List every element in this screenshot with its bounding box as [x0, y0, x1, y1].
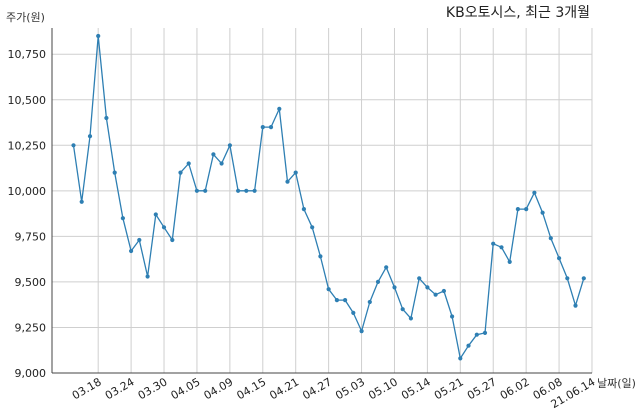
data-point	[400, 307, 405, 312]
data-point	[557, 256, 562, 261]
data-point	[104, 115, 109, 121]
data-point	[524, 207, 529, 212]
axes	[51, 28, 592, 374]
data-point	[375, 279, 381, 284]
data-point	[227, 143, 232, 148]
x-tick-label: 03.18	[70, 375, 104, 402]
data-point	[285, 179, 290, 184]
data-point	[491, 241, 496, 246]
data-point	[293, 170, 298, 175]
data-point	[507, 259, 512, 264]
x-tick-label: 04.09	[202, 375, 236, 402]
data-point	[458, 356, 463, 361]
y-tick-label: 10,750	[8, 48, 47, 61]
data-point	[79, 199, 84, 204]
data-point	[540, 210, 545, 215]
data-point	[252, 188, 257, 193]
data-point	[548, 236, 553, 241]
data-point	[219, 161, 224, 166]
y-tick-label: 9,000	[15, 367, 47, 380]
data-point	[326, 287, 331, 292]
x-tick-label: 04.21	[267, 375, 301, 402]
data-point	[392, 285, 397, 290]
y-axis-label: 주가(원)	[6, 11, 45, 24]
data-point	[334, 298, 339, 303]
data-point	[318, 254, 323, 259]
data-point	[260, 125, 265, 130]
y-tick-label: 9,500	[15, 276, 47, 289]
x-tick-label: 05.03	[333, 375, 367, 402]
y-ticks: 9,000 9,250 9,500 9,750 10,000 10,250 10,500 10…	[8, 48, 47, 380]
data-point	[244, 188, 249, 193]
x-tick-label: 03.30	[136, 375, 170, 402]
data-point	[466, 343, 471, 348]
y-tick-label: 9,250	[15, 321, 47, 334]
data-point	[573, 303, 578, 308]
x-axis-label: 날짜(일)	[597, 376, 636, 390]
data-point	[310, 225, 315, 230]
data-point	[343, 298, 348, 303]
x-tick-label: 05.27	[465, 375, 499, 402]
data-point	[120, 216, 125, 221]
data-point	[408, 316, 413, 321]
x-tick-label: 05.14	[399, 375, 433, 402]
data-point	[359, 329, 364, 334]
data-point	[145, 274, 150, 279]
data-point	[96, 33, 101, 39]
data-point	[178, 170, 183, 175]
data-point	[112, 170, 117, 175]
data-point	[211, 152, 216, 157]
data-point	[194, 188, 199, 193]
data-point	[474, 332, 479, 337]
data-point	[71, 143, 76, 148]
y-tick-label: 9,750	[15, 230, 47, 243]
data-point	[87, 134, 93, 139]
data-point	[161, 225, 167, 230]
data-point	[170, 237, 175, 243]
data-point	[277, 106, 282, 111]
series-price	[71, 33, 586, 361]
x-tick-label: 05.10	[366, 375, 400, 402]
data-point	[450, 314, 455, 319]
data-point	[384, 265, 389, 270]
data-point	[515, 207, 521, 212]
data-point	[137, 237, 142, 243]
grid	[52, 28, 593, 373]
y-tick-label: 10,500	[8, 94, 47, 107]
data-point	[581, 276, 586, 281]
data-point	[441, 288, 446, 294]
data-point	[186, 161, 191, 166]
data-point	[499, 245, 504, 250]
x-tick-label: 04.05	[169, 375, 203, 402]
data-point	[203, 188, 208, 193]
y-tick-label: 10,250	[8, 139, 47, 152]
data-point	[482, 330, 488, 335]
data-point	[433, 292, 438, 297]
data-point	[417, 276, 422, 281]
chart-title: KB오토시스, 최근 3개월	[446, 5, 590, 21]
data-point	[565, 276, 570, 281]
x-tick-label: 04.27	[300, 375, 334, 402]
data-point	[425, 285, 430, 290]
y-tick-label: 10,000	[8, 185, 47, 198]
data-point	[367, 299, 372, 305]
x-tick-label: 06.02	[498, 375, 532, 402]
x-ticks: 03.18 03.24 03.30 04.05 04.09 04.15 04.21 04.27…	[70, 375, 598, 411]
data-point	[129, 248, 134, 254]
data-point	[153, 212, 158, 217]
data-point	[236, 188, 241, 193]
data-point	[351, 310, 356, 315]
x-tick-label: 05.21	[432, 375, 466, 402]
data-point	[301, 207, 306, 212]
x-tick-label: 03.24	[103, 375, 137, 402]
data-point	[532, 190, 537, 195]
x-tick-label: 04.15	[235, 375, 269, 402]
data-point	[268, 125, 274, 130]
